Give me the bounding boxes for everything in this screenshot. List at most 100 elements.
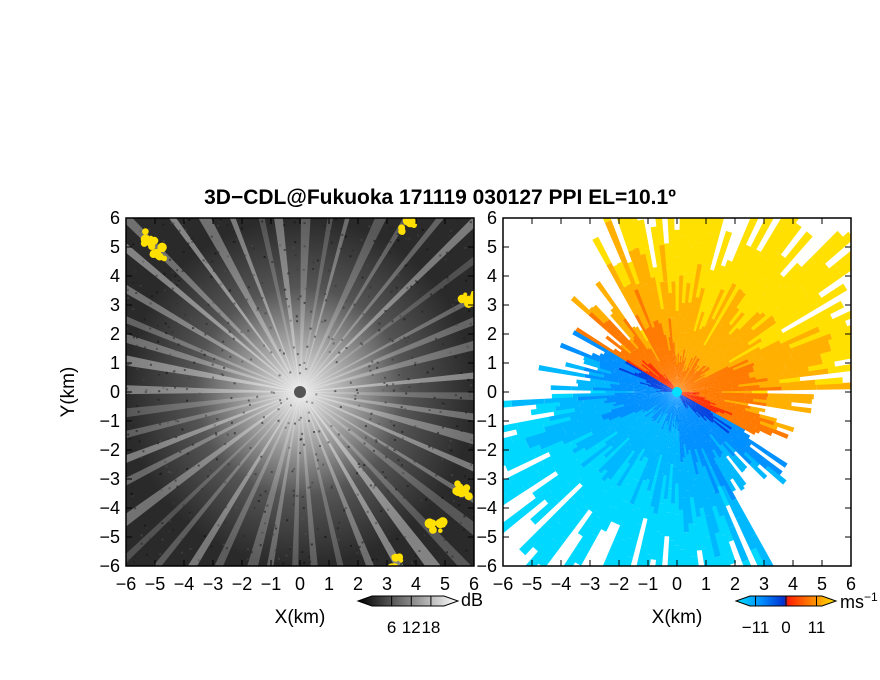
- velocity-cell: [634, 389, 656, 392]
- velocity-cell: [574, 533, 597, 566]
- y-tick-label: 2: [487, 324, 497, 344]
- velocity-cell: [613, 348, 626, 358]
- velocity-cell: [641, 360, 660, 377]
- reflectivity-noise: [411, 561, 414, 564]
- high-reflectivity-spot: [438, 528, 443, 533]
- velocity-cell: [630, 219, 646, 255]
- reflectivity-noise: [169, 353, 172, 356]
- reflectivity-noise: [303, 245, 306, 248]
- reflectivity-noise: [136, 368, 139, 371]
- velocity-cell: [551, 393, 573, 399]
- reflectivity-noise: [392, 499, 395, 502]
- velocity-cell: [661, 392, 677, 430]
- velocity-cell: [710, 281, 724, 306]
- reflectivity-noise: [210, 275, 213, 278]
- reflectivity-noise: [233, 432, 236, 435]
- velocity-cell: [717, 411, 733, 420]
- velocity-cell: [699, 404, 712, 413]
- velocity-cell: [579, 351, 601, 363]
- velocity-cell: [625, 479, 640, 504]
- reflectivity-noise: [289, 371, 292, 374]
- reflectivity-noise: [138, 440, 141, 443]
- velocity-cell: [533, 440, 565, 458]
- velocity-cell: [662, 391, 677, 393]
- reflectivity-ray: [300, 392, 344, 566]
- velocity-cell: [782, 326, 821, 347]
- reflectivity-noise: [378, 322, 381, 325]
- reflectivity-noise: [175, 469, 178, 472]
- velocity-cell: [658, 244, 668, 282]
- reflectivity-noise: [188, 511, 191, 514]
- velocity-cell: [778, 326, 807, 344]
- reflectivity-noise: [293, 221, 296, 224]
- reflectivity-noise: [272, 533, 275, 536]
- velocity-cell: [704, 361, 733, 378]
- velocity-cell: [666, 392, 677, 415]
- velocity-cell: [730, 311, 761, 341]
- velocity-cell: [722, 392, 746, 396]
- velocity-cell: [677, 371, 684, 392]
- reflectivity-noise: [168, 470, 170, 473]
- reflectivity-noise: [471, 228, 474, 231]
- reflectivity-ray: [126, 355, 300, 392]
- velocity-cell: [686, 246, 695, 284]
- reflectivity-noise: [226, 255, 229, 258]
- reflectivity-noise: [254, 473, 257, 476]
- velocity-cell: [750, 534, 774, 566]
- velocity-cell: [541, 443, 578, 466]
- velocity-cell: [633, 349, 649, 365]
- reflectivity-noise: [247, 286, 250, 289]
- velocity-cell: [677, 370, 687, 392]
- velocity-cell: [677, 349, 686, 392]
- velocity-cell: [691, 423, 709, 456]
- reflectivity-colorbar-bar: [356, 595, 460, 607]
- reflectivity-noise: [400, 406, 403, 409]
- velocity-cell: [639, 392, 677, 407]
- reflectivity-noise: [455, 324, 458, 327]
- velocity-cell: [706, 286, 718, 309]
- velocity-cell: [590, 390, 606, 394]
- velocity-cell: [677, 357, 693, 392]
- velocity-cell: [588, 312, 609, 331]
- velocity-cell: [691, 242, 701, 273]
- velocity-panel: [503, 218, 851, 566]
- reflectivity-noise: [317, 467, 319, 470]
- velocity-cell: [635, 395, 657, 400]
- velocity-cell: [643, 389, 661, 392]
- velocity-cell: [709, 257, 723, 286]
- reflectivity-noise: [299, 438, 302, 441]
- velocity-cell: [677, 392, 697, 399]
- reflectivity-ray: [300, 372, 474, 392]
- velocity-cell: [728, 418, 743, 428]
- colorbar-tick-label: 0: [781, 618, 790, 637]
- reflectivity-noise: [156, 324, 159, 327]
- velocity-cell: [686, 454, 696, 487]
- reflectivity-noise: [296, 494, 299, 497]
- x-tick-label: 4: [788, 574, 798, 594]
- velocity-cell: [645, 328, 658, 351]
- reflectivity-noise: [454, 299, 457, 302]
- reflectivity-noise: [294, 422, 296, 425]
- velocity-cell: [643, 352, 656, 367]
- velocity-cell: [580, 404, 614, 415]
- reflectivity-noise: [440, 269, 443, 272]
- velocity-cell: [655, 413, 667, 436]
- high-reflectivity-spot: [463, 484, 471, 492]
- velocity-cell: [594, 401, 616, 408]
- reflectivity-noise: [413, 433, 416, 436]
- reflectivity-noise: [270, 391, 273, 394]
- reflectivity-noise: [375, 522, 378, 525]
- high-reflectivity-spot: [469, 297, 474, 305]
- velocity-cell: [814, 377, 843, 385]
- velocity-cell: [634, 401, 656, 414]
- velocity-cell: [713, 463, 737, 501]
- reflectivity-noise: [282, 562, 285, 565]
- reflectivity-noise: [172, 281, 174, 283]
- velocity-cell: [697, 220, 711, 265]
- velocity-cell: [819, 231, 851, 264]
- reflectivity-noise: [401, 437, 404, 440]
- velocity-cell: [712, 505, 727, 536]
- reflectivity-noise: [295, 315, 298, 318]
- reflectivity-noise: [270, 351, 273, 354]
- velocity-cell: [753, 356, 793, 372]
